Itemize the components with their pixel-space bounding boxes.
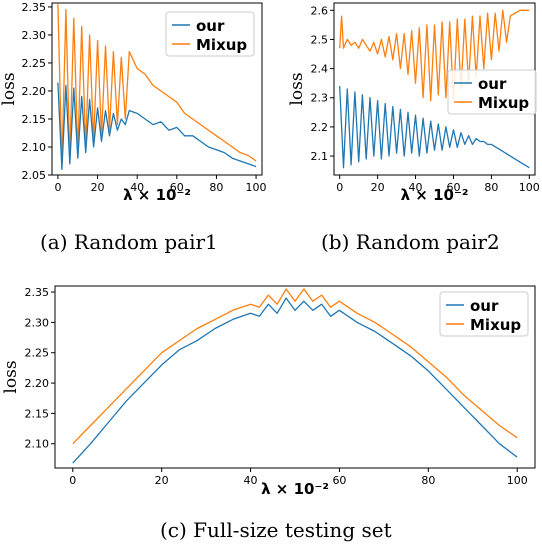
x-tick-label: 0 (69, 474, 76, 487)
series-line-our (72, 297, 518, 464)
y-tick-label: 2.15 (25, 407, 50, 420)
legend-box (165, 11, 255, 57)
y-axis-label: loss (1, 360, 21, 393)
plot-frame (51, 2, 263, 176)
series-line-mixup (339, 9, 530, 102)
legend-label: Mixup (470, 316, 521, 334)
y-tick-label: 2.30 (22, 29, 47, 42)
caption-c: (c) Full-size testing set (160, 518, 392, 542)
x-tick-label: 0 (336, 181, 343, 194)
chart-panel-b: 0 20 40 60 80 100 2.1 2.2 2.3 2.4 2.5 2.6 loss λ × 10… (287, 2, 540, 204)
y-tick-label: 2.35 (22, 1, 47, 14)
plot-frame (54, 285, 536, 469)
x-tick-label: 0 (54, 181, 61, 194)
y-tick-label: 2.3 (311, 92, 329, 105)
x-tick-label: 100 (246, 181, 267, 194)
legend-label: our (196, 17, 225, 35)
y-tick-label: 2.20 (25, 377, 50, 390)
x-axis-label: λ × 10⁻² (401, 186, 469, 204)
x-tick-label: 20 (371, 181, 385, 194)
y-axis-label: loss (0, 72, 19, 105)
legend-label: Mixup (478, 94, 529, 112)
legend-box (447, 69, 537, 115)
legend-label: Mixup (196, 36, 247, 54)
legend-label: our (478, 75, 507, 93)
caption-b: (b) Random pair2 (321, 230, 500, 254)
x-tick-label: 40 (244, 474, 258, 487)
y-tick-label: 2.2 (311, 121, 329, 134)
y-tick-label: 2.30 (25, 316, 50, 329)
x-axis-label: λ × 10⁻² (261, 480, 329, 498)
x-tick-label: 40 (130, 181, 144, 194)
series-line-our (339, 86, 530, 169)
y-tick-label: 2.10 (25, 438, 50, 451)
x-tick-label: 20 (91, 181, 105, 194)
x-tick-label: 40 (409, 181, 423, 194)
chart-panel-c: 0 20 40 60 80 100 2.10 2.15 2.20 2.25 2.30 2.35 loss… (1, 285, 536, 498)
chart-panel-a: 0 20 40 60 80 100 2.05 2.10 2.15 2.20 2.25 2.30 2.35… (0, 1, 267, 204)
caption-a: (a) Random pair1 (40, 230, 218, 254)
x-tick-label: 60 (446, 181, 460, 194)
x-tick-label: 100 (507, 474, 528, 487)
y-tick-label: 2.15 (22, 113, 47, 126)
x-axis-label: λ × 10⁻² (123, 186, 191, 204)
y-axis-label: loss (287, 72, 307, 105)
y-tick-label: 2.5 (311, 33, 329, 46)
y-tick-label: 2.20 (22, 85, 47, 98)
y-tick-label: 2.6 (311, 4, 329, 17)
x-tick-label: 80 (421, 474, 435, 487)
x-tick-label: 80 (484, 181, 498, 194)
y-tick-label: 2.4 (311, 63, 329, 76)
y-tick-label: 2.10 (22, 141, 47, 154)
y-tick-label: 2.1 (311, 150, 329, 163)
series-line-our (57, 82, 257, 171)
x-tick-label: 60 (170, 181, 184, 194)
y-tick-label: 2.05 (22, 169, 47, 182)
legend-box (439, 291, 529, 337)
y-tick-label: 2.35 (25, 286, 50, 299)
x-tick-label: 80 (209, 181, 223, 194)
series-line-mixup (57, 4, 257, 165)
legend-label: our (470, 297, 499, 315)
x-tick-label: 100 (519, 181, 540, 194)
x-tick-label: 20 (155, 474, 169, 487)
x-tick-label: 60 (332, 474, 346, 487)
y-tick-label: 2.25 (25, 347, 50, 360)
y-tick-label: 2.25 (22, 57, 47, 70)
series-line-mixup (72, 288, 518, 445)
